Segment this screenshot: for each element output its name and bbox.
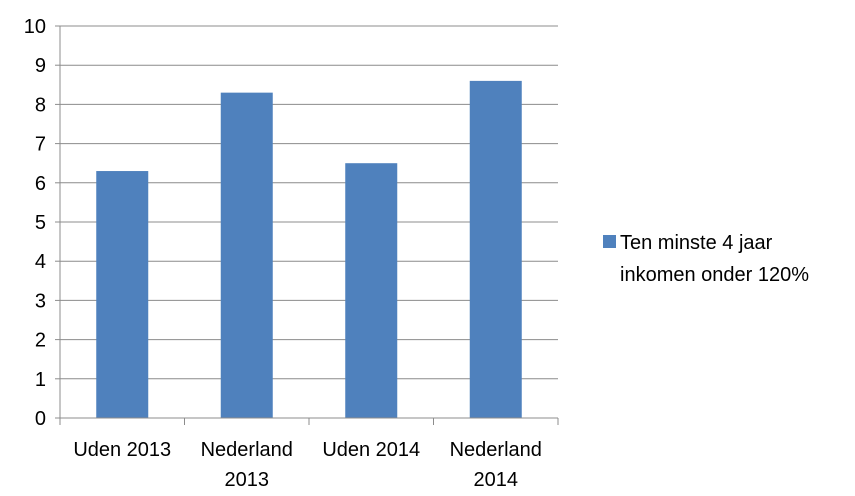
y-tick-label: 1	[35, 369, 46, 391]
y-tick-label: 3	[35, 290, 46, 312]
legend-label-line-2: inkomen onder 120%	[620, 264, 809, 286]
x-tick-label: Uden 2014	[322, 439, 420, 461]
y-tick-label: 6	[35, 173, 46, 195]
legend-label: Ten minste 4 jaar inkomen onder 120%	[620, 232, 809, 286]
x-tick-label: Nederland 2013	[201, 439, 293, 491]
y-tick-label: 9	[35, 55, 46, 77]
x-tick-label-line: Uden 2014	[322, 439, 420, 461]
bar	[345, 163, 398, 418]
bar	[469, 80, 522, 418]
y-tick-label: 0	[35, 408, 46, 430]
x-tick-label-line: 2014	[474, 469, 519, 491]
bars	[96, 80, 522, 418]
legend-swatch	[603, 235, 616, 248]
y-axis-tick-labels: 0 1 2 3 4 5 6 7 8 9 10	[24, 16, 46, 430]
y-tick-label: 5	[35, 212, 46, 234]
y-tick-label: 2	[35, 330, 46, 352]
x-tick-label: Uden 2013	[73, 439, 171, 461]
x-tick-label: Nederland 2014	[450, 439, 542, 491]
x-tick-label-line: Nederland	[450, 439, 542, 461]
x-axis-tick-labels: Uden 2013 Nederland 2013 Uden 2014 Nederland…	[73, 439, 542, 491]
y-tick-label: 4	[35, 251, 46, 273]
x-tick-label-line: Uden 2013	[73, 439, 171, 461]
bar	[220, 92, 273, 418]
legend: Ten minste 4 jaar inkomen onder 120%	[603, 232, 809, 286]
y-tick-label: 8	[35, 94, 46, 116]
y-tick-label: 10	[24, 16, 46, 38]
x-tick-label-line: 2013	[225, 469, 270, 491]
bar	[96, 171, 149, 418]
x-tick-label-line: Nederland	[201, 439, 293, 461]
legend-label-line-1: Ten minste 4 jaar	[620, 232, 773, 254]
y-tick-label: 7	[35, 134, 46, 156]
axes	[59, 26, 558, 419]
